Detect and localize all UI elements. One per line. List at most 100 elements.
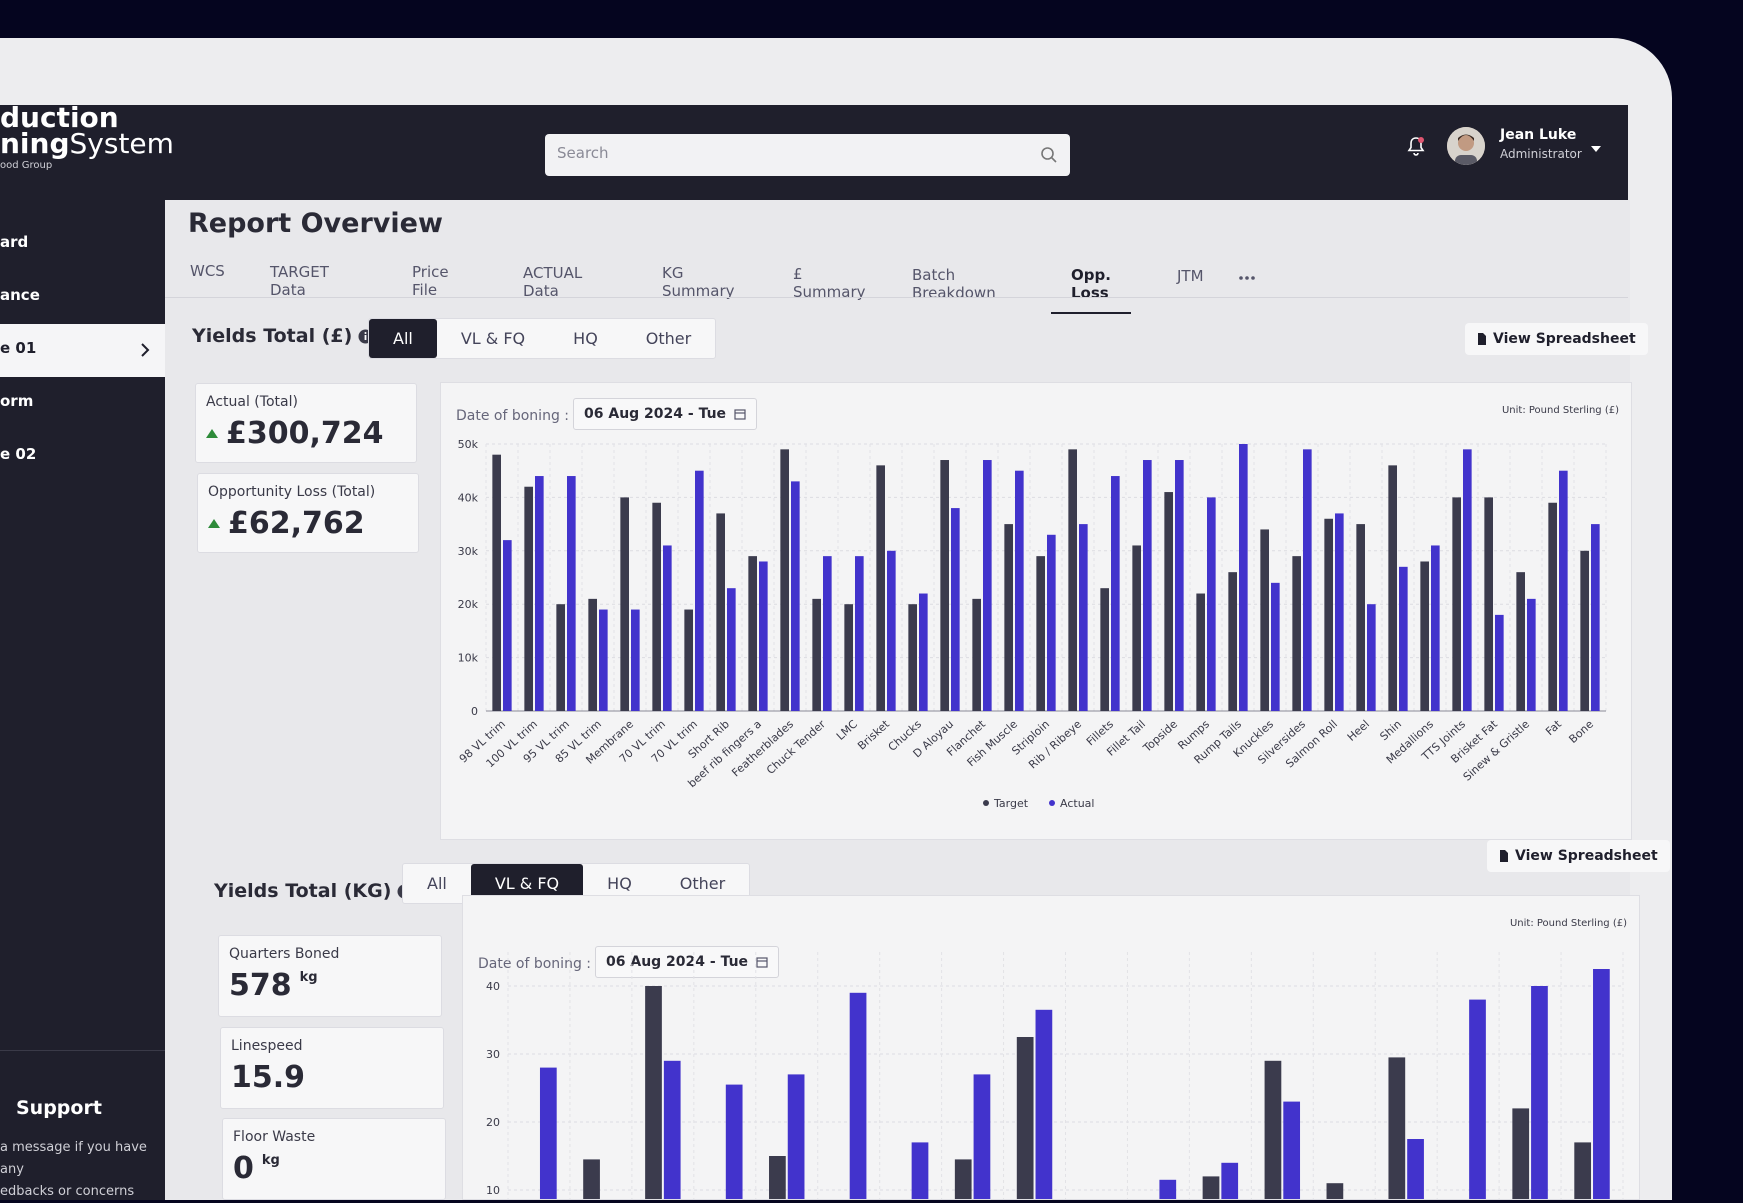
tab[interactable]: Batch Breakdown — [912, 265, 996, 302]
support-line: edbacks or concerns — [0, 1184, 135, 1199]
tab-rule — [165, 297, 1628, 298]
date-label: Date of boning : — [478, 956, 591, 972]
filter-option[interactable]: HQ — [607, 874, 632, 893]
tab[interactable]: KG Summary — [662, 264, 735, 301]
bar — [727, 588, 736, 711]
nav-item[interactable]: orm — [0, 377, 168, 430]
section-title-text: Yields Total (£) — [192, 325, 353, 347]
stat-card: Opportunity Loss (Total) £62,762 — [197, 473, 419, 553]
calendar-body — [756, 957, 768, 968]
bar — [1495, 614, 1504, 711]
nav-item[interactable]: ard — [0, 218, 168, 271]
bar — [973, 1074, 991, 1199]
bar — [1221, 1162, 1239, 1199]
bar — [1431, 545, 1440, 711]
filter-option[interactable]: All — [427, 874, 447, 893]
filter-option[interactable]: VL & FQ — [460, 329, 526, 348]
bar — [1035, 1009, 1053, 1199]
bar — [876, 465, 885, 711]
search-box[interactable]: Search — [545, 134, 1070, 176]
nav-item[interactable]: e 02 — [0, 430, 168, 483]
bar — [791, 481, 800, 711]
bar — [684, 609, 693, 711]
date-picker[interactable]: 06 Aug 2024 - Tue — [595, 946, 780, 978]
stat-card: Actual (Total) £300,724 — [195, 383, 417, 463]
bar — [1202, 1176, 1220, 1199]
filter-option[interactable]: HQ — [573, 329, 598, 348]
tab[interactable]: £ Summary — [793, 265, 866, 301]
y-tick-label: 20 — [486, 1116, 500, 1129]
bar — [1196, 593, 1205, 711]
bar — [954, 1159, 972, 1199]
filter-option[interactable]: All — [369, 319, 437, 358]
more-tabs[interactable] — [1238, 275, 1256, 281]
bar — [1593, 969, 1610, 1199]
bar — [908, 604, 917, 711]
bar — [1015, 470, 1024, 711]
support-title: Support — [16, 1097, 102, 1119]
stat-value-row: £62,762 — [208, 506, 408, 541]
chart-panel: Unit: Pound Sterling (£) Date of boning :… — [440, 382, 1632, 840]
bar — [919, 593, 928, 711]
stat-value-row: £300,724 — [206, 416, 406, 451]
notification-bell[interactable] — [1406, 135, 1426, 161]
sidebar: ard ance e 01 orm e 02 Support a message if … — [0, 200, 168, 1200]
bar — [1036, 556, 1045, 711]
x-tick-label: Topside — [1140, 717, 1180, 755]
nav-label: e 02 — [0, 445, 37, 463]
filter-option[interactable]: Other — [679, 874, 726, 893]
bar — [1143, 460, 1152, 711]
bar — [599, 609, 608, 711]
date-picker[interactable]: 06 Aug 2024 - Tue — [573, 398, 758, 430]
tab[interactable]: Opp. Loss — [1051, 266, 1131, 315]
stat-unit: kg — [261, 1153, 280, 1168]
legend-marker — [1049, 800, 1055, 806]
trend-arrow — [208, 519, 220, 528]
nav-label: ance — [0, 286, 40, 304]
document-shape — [1478, 333, 1486, 345]
info-dot — [364, 331, 367, 334]
bar — [663, 1060, 681, 1199]
bar — [940, 460, 949, 711]
bar — [1324, 518, 1333, 711]
chart-panel: Unit: Pound Sterling (£) Date of boning :… — [462, 895, 1640, 1200]
brand-line: duction — [0, 101, 119, 134]
chevron — [141, 343, 150, 357]
bar — [951, 508, 960, 711]
nav-item[interactable]: ance — [0, 271, 168, 324]
bar — [812, 598, 821, 711]
tab[interactable]: TARGET Data — [270, 262, 329, 299]
view-spreadsheet-button[interactable]: View Spreadsheet — [1487, 840, 1670, 872]
bar — [1303, 449, 1312, 711]
avatar[interactable] — [1447, 127, 1485, 165]
bar — [1132, 545, 1141, 711]
chart: 10 20 30 40 — [486, 952, 1624, 1199]
document-shape — [1500, 850, 1508, 862]
user-menu-caret[interactable] — [1590, 145, 1602, 153]
brand[interactable]: duction ningSystem ood Group — [0, 101, 174, 171]
support-line: a message if you have any — [0, 1140, 147, 1177]
bar — [769, 1156, 786, 1199]
x-tick-label: Shin — [1377, 718, 1404, 744]
bar — [1207, 497, 1216, 711]
y-tick-label: 40k — [458, 491, 479, 504]
unit-label: Unit: Pound Sterling (£) — [1509, 918, 1627, 929]
filter-option[interactable]: Other — [645, 329, 692, 348]
view-spreadsheet-button[interactable]: View Spreadsheet — [1465, 323, 1648, 355]
bar — [1264, 1060, 1282, 1199]
tab[interactable]: Price File — [412, 263, 449, 300]
tab[interactable]: WCS — [190, 262, 225, 280]
y-tick-label: 10k — [458, 652, 479, 665]
bar — [556, 604, 565, 711]
bar — [1516, 572, 1525, 711]
stat-card: Linespeed 15.9 — [220, 1027, 444, 1109]
nav-item[interactable]: e 01 — [0, 324, 168, 377]
stat-value-row: 578 kg — [229, 968, 431, 1003]
tab[interactable]: ACTUAL Data — [523, 263, 583, 300]
tab[interactable]: JTM — [1177, 266, 1204, 285]
stat-value: 15.9 — [231, 1060, 306, 1095]
bar — [1100, 588, 1109, 711]
bar — [1591, 524, 1600, 711]
y-tick-label: 0 — [471, 705, 478, 718]
